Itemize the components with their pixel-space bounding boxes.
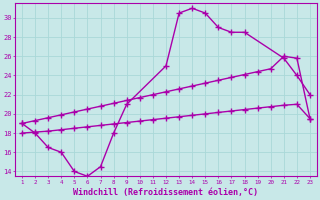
X-axis label: Windchill (Refroidissement éolien,°C): Windchill (Refroidissement éolien,°C) <box>74 188 259 197</box>
